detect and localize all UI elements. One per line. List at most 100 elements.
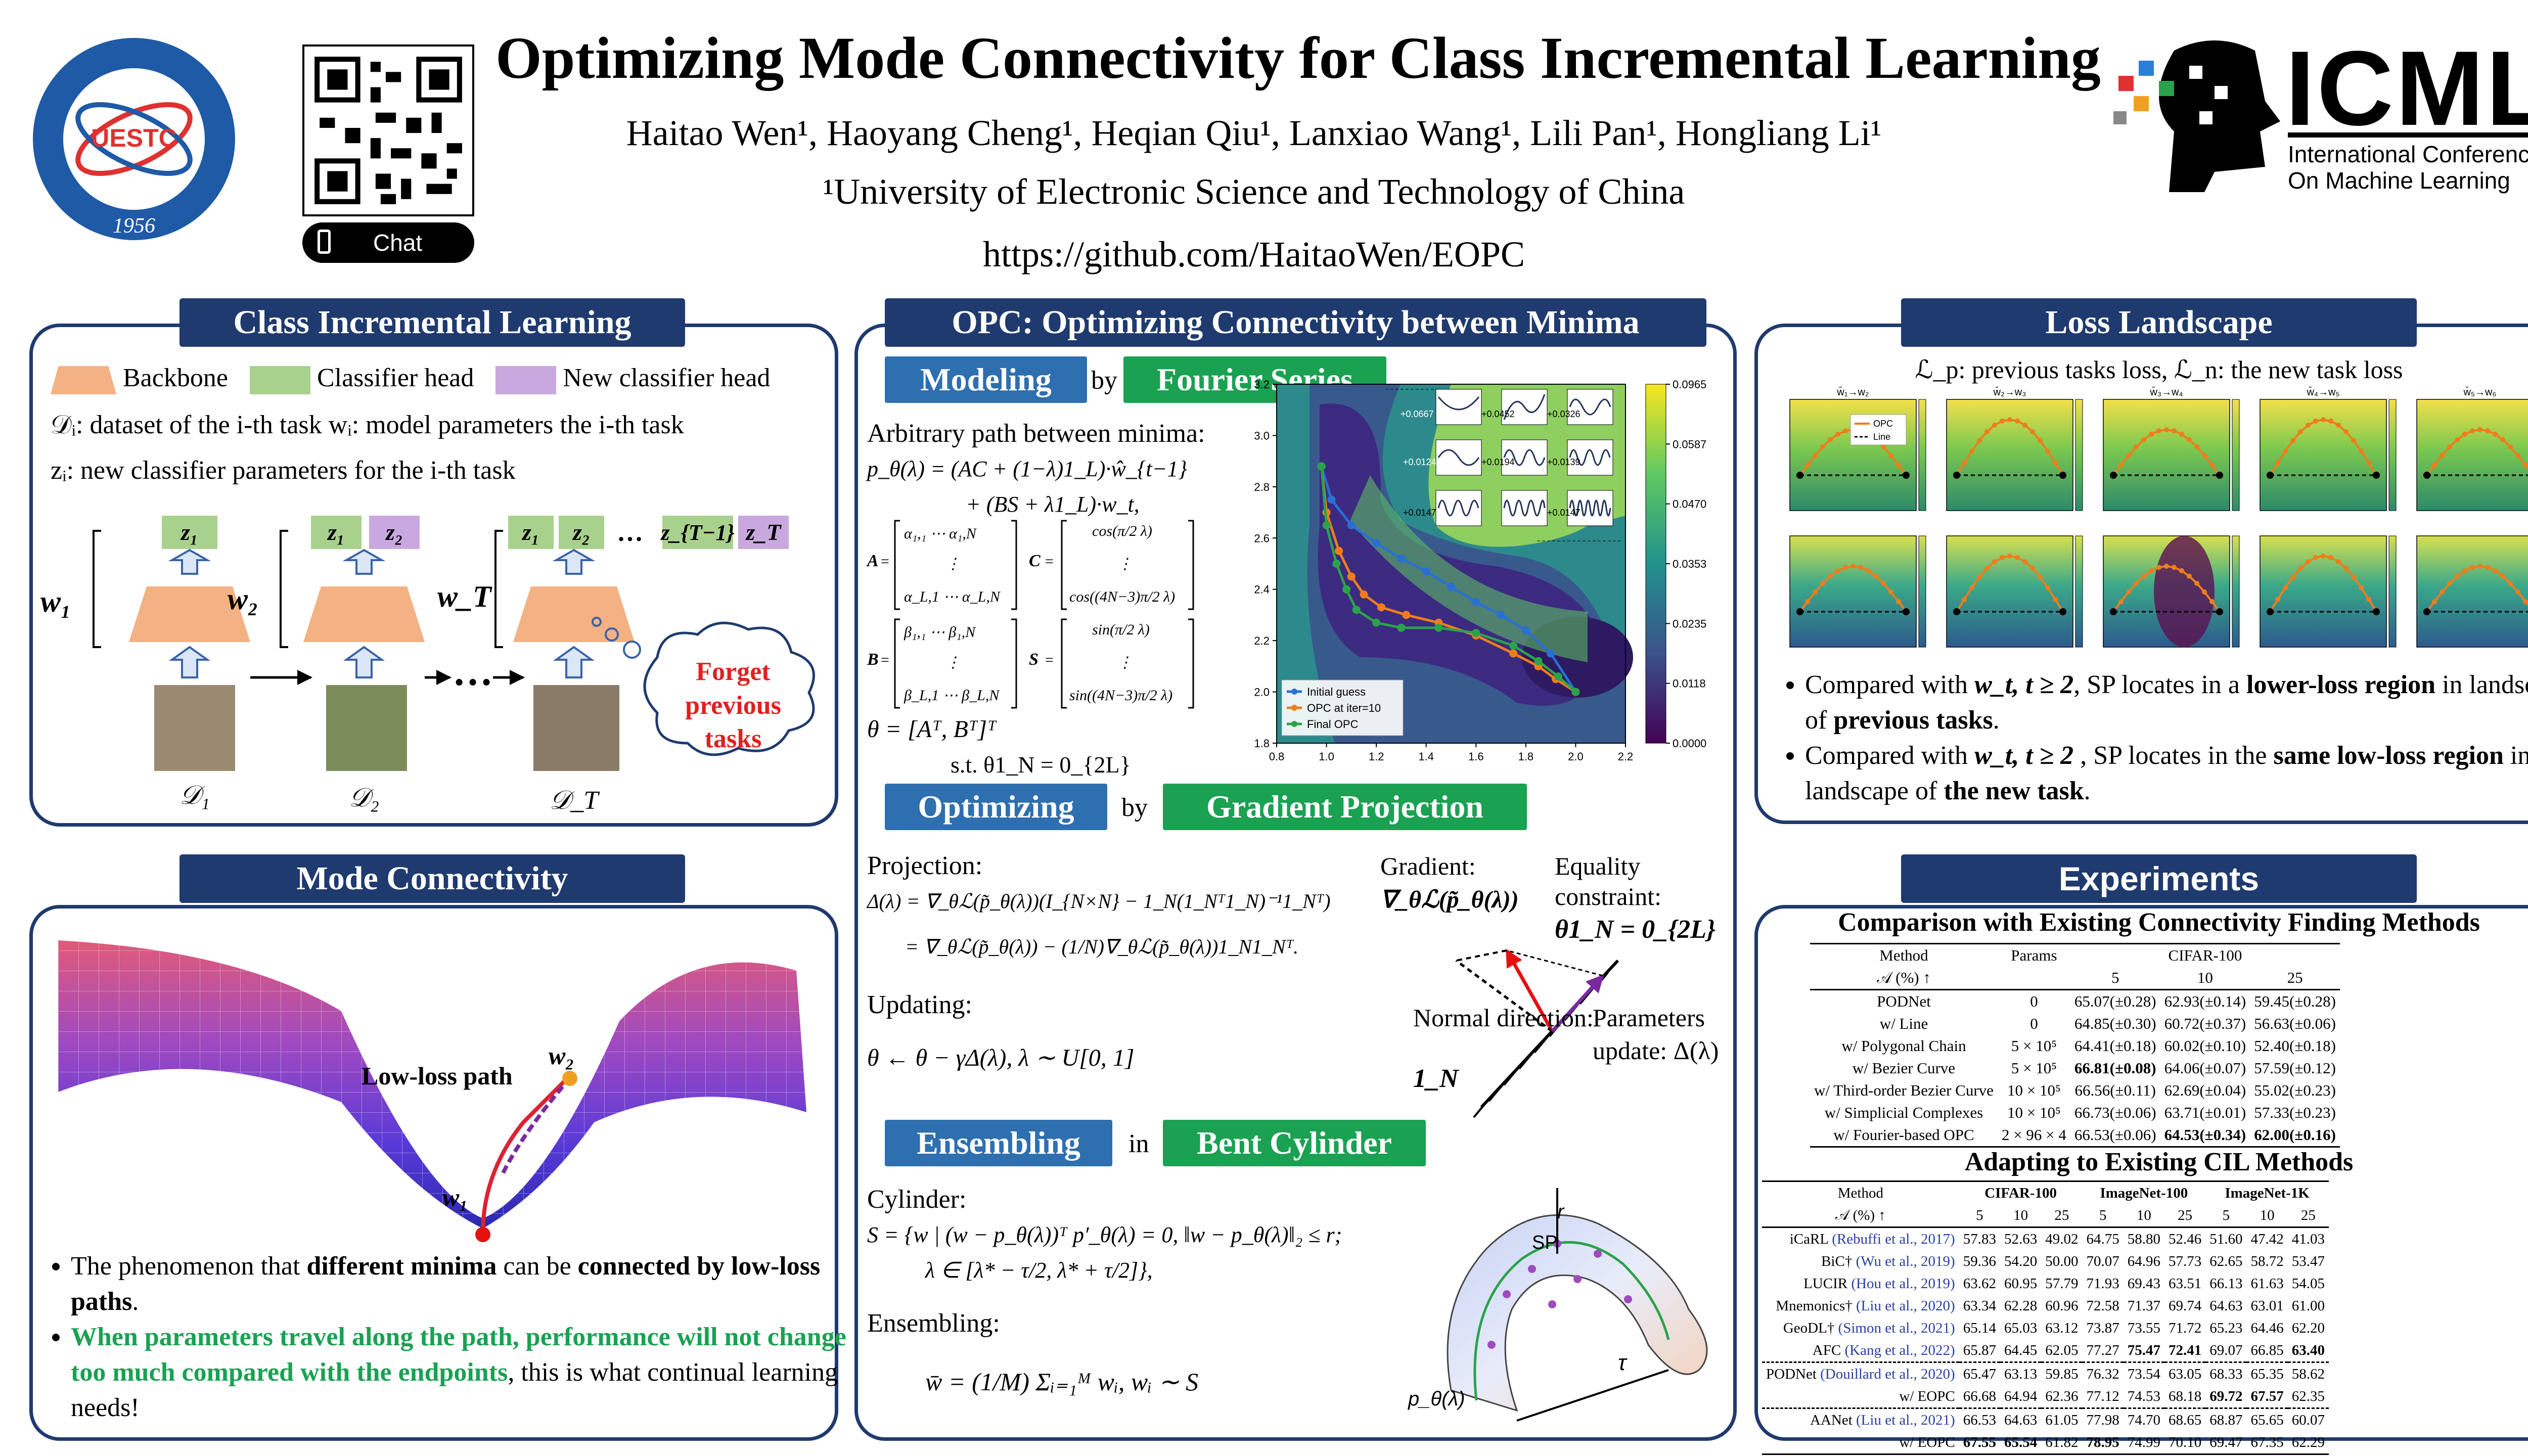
table-row: GeoDL† (Simon et al., 2021) 65.14 65.03 63.… — [1783, 1320, 2325, 1336]
svg-text:Initial guess: Initial guess — [1307, 686, 1366, 698]
svg-text:⋮: ⋮ — [1117, 654, 1133, 671]
cil-diagram: w₁ z₁ 𝒟₁ w₂ z₁ z₂ 𝒟₂ … w_T z₁ z₂ … z_{T−… — [35, 506, 834, 824]
svg-text:Low-loss path: Low-loss path — [362, 1062, 513, 1090]
x-tick-label: 1.4 — [1418, 750, 1434, 763]
projection-label: Projection: — [867, 851, 983, 880]
x-tick-label: 1.0 — [1319, 750, 1334, 763]
svg-text:UESTC: UESTC — [91, 124, 176, 152]
series-point — [1571, 688, 1580, 696]
opc-contour-chart: +0.0667 +0.0452 +0.0326 +0.0124 +0.0194 … — [1234, 374, 1729, 779]
eq-proj-1: Δ(λ) = ∇_θℒ(p̃_θ(λ))(I_{N×N} − 1_N(1_Nᵀ1… — [867, 890, 1331, 913]
series-point — [1472, 628, 1480, 637]
svg-text:𝒟₂: 𝒟₂ — [349, 784, 379, 812]
svg-text:Gradient:: Gradient: — [1380, 852, 1476, 880]
svg-text:𝒟_T: 𝒟_T — [550, 786, 600, 815]
table-row: w/ Line 0 64.85(±0.30) 60.72(±0.37) 56.63(±0… — [1879, 1015, 2336, 1032]
by-1: by — [1091, 366, 1117, 395]
table2-title: Adapting to Existing CIL Methods — [1964, 1148, 2354, 1176]
series-point — [1434, 623, 1443, 632]
series-point — [1322, 521, 1331, 529]
affiliation: ¹University of Electronic Science and Te… — [823, 171, 1685, 212]
y-tick-label: 2.2 — [1254, 634, 1270, 647]
svg-text:⋮: ⋮ — [945, 556, 961, 572]
svg-text:w₁: w₁ — [40, 585, 71, 618]
colorbar-tick-label: 0.0470 — [1673, 498, 1706, 511]
github-link[interactable]: https://github.com/HaitaoWen/EOPC — [982, 234, 1525, 275]
series-line-0 — [1320, 466, 1577, 693]
svg-text:+0.0147: +0.0147 — [1547, 508, 1581, 518]
modeling-tag: Modeling — [885, 356, 1087, 403]
qr-code[interactable] — [302, 44, 474, 216]
legend-backbone-swatch — [51, 366, 116, 395]
svg-text:C: C — [1029, 552, 1041, 570]
colorbar-tick-label: 0.0235 — [1673, 617, 1706, 630]
svg-text:update: Δ(λ): update: Δ(λ) — [1593, 1036, 1719, 1065]
icml-logo-mark — [2113, 30, 2306, 197]
svg-text:OPC at iter=10: OPC at iter=10 — [1307, 702, 1381, 714]
series-point — [1360, 590, 1368, 599]
optimizing-tag: Optimizing — [885, 784, 1107, 830]
table-row: w/ Polygonal Chain 5 × 10⁵ 64.41(±0.18) 60.… — [1841, 1037, 2336, 1055]
svg-text:+0.0667: +0.0667 — [1401, 409, 1434, 419]
table1-title: Comparison with Existing Connectivity Fi… — [1838, 908, 2480, 937]
phone-icon — [318, 230, 331, 254]
svg-text:Line: Line — [1873, 432, 1890, 442]
chat-button[interactable]: Chat — [302, 222, 474, 263]
by-2: by — [1121, 793, 1148, 822]
landscape-col-title: w̄₁→w₂ — [1836, 386, 1869, 398]
svg-text:=: = — [1044, 652, 1054, 668]
landscape-cell: w̄₃→w₄ — [2103, 386, 2240, 511]
svg-text:Normal direction:: Normal direction: — [1413, 1004, 1594, 1032]
mode-bullet-2: When parameters travel along the path, p… — [71, 1320, 860, 1426]
colorbar-tick-label: 0.0000 — [1673, 737, 1706, 750]
table1: Method Params CIFAR-100 𝒜 (%) ↑ 5 10 25 PODNe… — [1810, 943, 2340, 1148]
eq-path-1: p_θ(λ) = (AC + (1−λ)1_L)·ŵ_{t−1} — [867, 457, 1187, 481]
experiments-title: Experiments — [1901, 854, 2417, 903]
eq-st: s.t. θ1_N = 0_{2L} — [951, 752, 1131, 778]
icml-wordmark: ICML — [2285, 29, 2528, 148]
authors: Haitao Wen¹, Haoyang Cheng¹, Heqian Qiu¹… — [626, 113, 1882, 153]
landscape-cell — [2103, 535, 2240, 648]
series-point — [1377, 603, 1385, 612]
svg-text:+0.0326: +0.0326 — [1547, 409, 1581, 419]
series-point — [1332, 560, 1341, 568]
svg-text:tasks: tasks — [705, 724, 762, 753]
svg-text:⋮: ⋮ — [945, 654, 961, 671]
svg-text:+0.0139: +0.0139 — [1547, 457, 1581, 467]
eq-cyl-2: λ ∈ [λ* − τ/2, λ* + τ/2]}, — [925, 1258, 1153, 1283]
x-tick-label: 0.8 — [1269, 750, 1285, 763]
svg-text:w₂: w₂ — [228, 582, 258, 616]
table-row: BiC† (Wu et al., 2019) 59.36 54.20 50.00 70.… — [1821, 1253, 2325, 1269]
series-point — [1327, 495, 1336, 504]
svg-text:Forget: Forget — [696, 657, 771, 686]
svg-text:r: r — [1557, 1201, 1565, 1223]
landscape-bullet-1: Compared with w_t, t ≥ 2, SP locates in … — [1805, 667, 2528, 738]
svg-text:A: A — [866, 552, 879, 570]
table-row: PODNet (Douillard et al., 2020) 65.47 63.1… — [1762, 1362, 2329, 1386]
series-point — [1509, 649, 1518, 658]
table-row: w/ EOPC 66.68 64.94 62.36 77.12 74.53 68.18 69.… — [1899, 1388, 2325, 1404]
table2: Method CIFAR-100 ImageNet-100 ImageNet-1K 𝒜… — [1762, 1180, 2329, 1455]
svg-text:sin(π/2 λ): sin(π/2 λ) — [1092, 621, 1150, 638]
y-tick-label: 2.0 — [1254, 686, 1270, 699]
landscape-cell — [1946, 535, 2083, 648]
svg-text:α_L,1 ⋯ α_L,N: α_L,1 ⋯ α_L,N — [904, 588, 1001, 605]
poster-title: Optimizing Mode Connectivity for Class I… — [495, 25, 2101, 91]
svg-text:1956: 1956 — [113, 214, 155, 238]
eq-theta: θ = [Aᵀ, Bᵀ]ᵀ — [867, 716, 997, 743]
landscape-cell: w̄₁→w₂ — [1789, 386, 1926, 511]
svg-text:z₁: z₁ — [180, 519, 198, 545]
series-point — [1335, 547, 1343, 555]
eq-path-2: + (BS + λ1_L)·w_t, — [966, 492, 1140, 517]
updating-label: Updating: — [867, 990, 972, 1019]
svg-text:β₁,₁ ⋯ β₁,N: β₁,₁ ⋯ β₁,N — [904, 624, 976, 641]
cil-title: Class Incremental Learning — [179, 298, 685, 347]
landscape-cell — [2260, 535, 2397, 648]
eq-ens: w̄ = (1/M) Σᵢ₌₁ᴹ wᵢ, wᵢ ∼ S — [925, 1368, 1199, 1396]
svg-text:α₁,₁ ⋯ α₁,N: α₁,₁ ⋯ α₁,N — [904, 525, 977, 542]
fourier-insets: +0.0667 +0.0452 +0.0326 +0.0124 +0.0194 … — [1385, 389, 1623, 541]
svg-text:w₂: w₂ — [549, 1041, 574, 1070]
cil-def-2: zᵢ: new classifier parameters for the i-… — [51, 456, 516, 485]
svg-text:…: … — [453, 650, 493, 694]
matrix-defs: A = α₁,₁ ⋯ α₁,N ⋮ α_L,1 ⋯ α_L,N C = cos(π/2 … — [865, 513, 1249, 710]
